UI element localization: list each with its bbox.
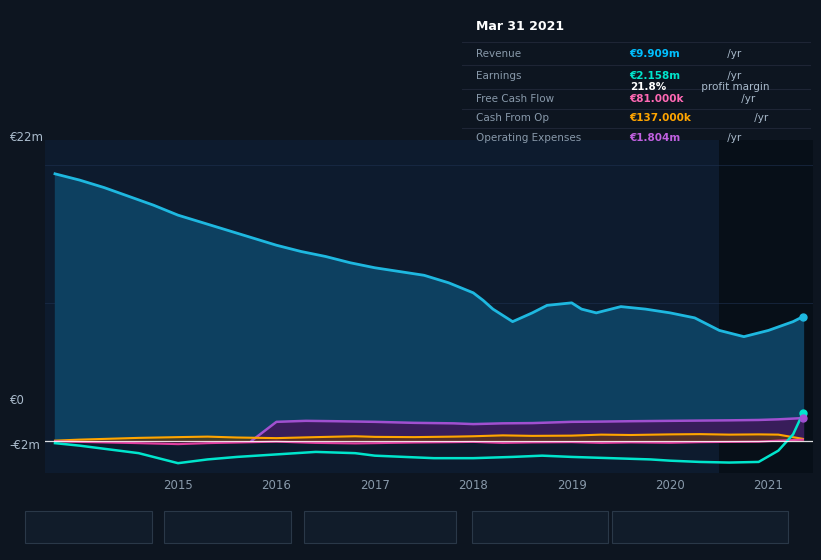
Text: Earnings: Earnings: [191, 522, 240, 532]
Text: /yr: /yr: [724, 71, 741, 81]
Text: €9.909m: €9.909m: [630, 49, 681, 59]
Text: ●: ●: [34, 520, 45, 534]
Text: ●: ●: [481, 520, 493, 534]
Text: ●: ●: [313, 520, 324, 534]
Text: Revenue: Revenue: [52, 522, 100, 532]
Text: €2.158m: €2.158m: [630, 71, 681, 81]
Text: -€2m: -€2m: [10, 438, 41, 452]
Text: profit margin: profit margin: [698, 82, 769, 92]
Text: ●: ●: [173, 520, 185, 534]
Text: €137.000k: €137.000k: [630, 113, 691, 123]
Text: Revenue: Revenue: [476, 49, 521, 59]
Text: €0: €0: [10, 394, 25, 407]
Text: Earnings: Earnings: [476, 71, 521, 81]
Text: €22m: €22m: [10, 130, 44, 144]
Text: ●: ●: [621, 520, 632, 534]
Text: Free Cash Flow: Free Cash Flow: [476, 94, 554, 104]
Text: /yr: /yr: [750, 113, 768, 123]
Text: Operating Expenses: Operating Expenses: [639, 522, 751, 532]
Text: Operating Expenses: Operating Expenses: [476, 133, 581, 143]
Text: /yr: /yr: [724, 49, 741, 59]
Text: €1.804m: €1.804m: [630, 133, 681, 143]
Text: /yr: /yr: [737, 94, 754, 104]
Text: €81.000k: €81.000k: [630, 94, 684, 104]
Text: Cash From Op: Cash From Op: [499, 522, 577, 532]
Text: Mar 31 2021: Mar 31 2021: [476, 20, 564, 33]
Text: Cash From Op: Cash From Op: [476, 113, 549, 123]
Bar: [719, 140, 813, 473]
Text: Free Cash Flow: Free Cash Flow: [331, 522, 415, 532]
Text: 21.8%: 21.8%: [630, 82, 666, 92]
Text: /yr: /yr: [724, 133, 741, 143]
